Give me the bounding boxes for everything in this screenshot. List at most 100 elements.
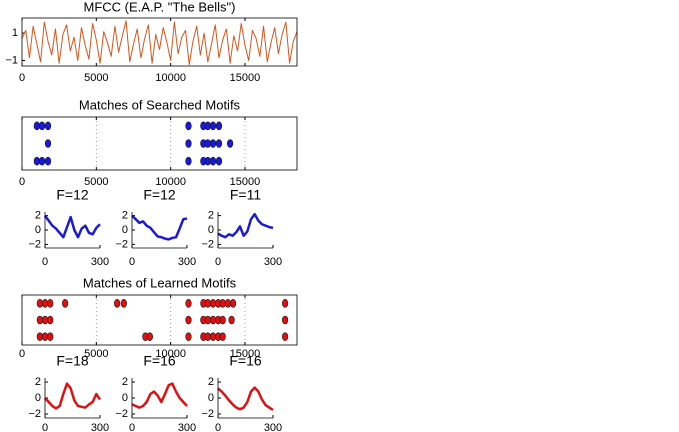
y-tick-label: 2 [35,210,41,222]
point [204,315,211,325]
point [219,299,226,308]
chart-title: F=12 [143,187,176,203]
x-tick-label: 0 [19,348,25,360]
y-tick-label: −2 [115,238,128,250]
chart-title: F=16 [229,353,262,369]
x-tick-label: 0 [215,422,221,432]
x-tick-label: 5000 [84,72,108,84]
line [43,214,101,239]
x-tick-label: 0 [42,422,48,432]
y-tick-label: 1 [12,27,18,39]
point [204,332,211,341]
y-tick-label: 0 [208,224,214,236]
point [47,315,54,325]
x-tick-label: 0 [129,256,135,268]
chart-title: MFCC (E.A.P. "The Bells") [83,0,235,14]
x-tick-label: 300 [264,422,282,432]
point [185,156,192,166]
point [209,121,217,131]
point [228,315,235,325]
y-tick-label: −2 [28,238,41,250]
point [33,121,40,131]
point [44,156,52,166]
point [282,315,289,325]
x-tick-label: 5000 [84,176,108,188]
y-tick-label: 2 [122,376,128,388]
point [209,139,217,148]
point [41,299,49,308]
point [185,299,192,308]
point [185,121,192,131]
y-tick-label: −2 [201,408,214,420]
y-tick-label: 2 [35,376,41,388]
chart-title: F=12 [56,187,89,203]
plot-frame [21,116,298,171]
x-tick-label: 300 [178,256,196,268]
point [215,121,223,131]
chart-title: Matches of Learned Motifs [83,275,237,290]
point [41,315,49,325]
point [204,156,211,166]
y-tick-label: −2 [115,408,128,420]
point [219,315,226,325]
plot-frame [21,17,298,67]
chart-title: Matches of Searched Motifs [79,97,241,112]
x-tick-label: 0 [19,72,25,84]
point [47,299,54,308]
point [114,299,121,308]
point [33,156,40,166]
x-tick-label: 15000 [230,176,261,188]
point [185,332,192,341]
y-tick-label: 2 [208,210,214,222]
point [120,299,127,308]
point [38,121,46,131]
x-tick-label: 0 [19,176,25,188]
x-tick-label: 10000 [155,176,186,188]
y-tick-label: 0 [122,392,128,404]
point [204,299,211,308]
x-tick-label: 15000 [230,72,261,84]
point [38,156,46,166]
y-tick-label: 0 [208,392,214,404]
point [282,299,289,308]
line [217,386,274,412]
point [209,299,217,308]
point [224,299,231,308]
chart-title: F=18 [56,353,89,369]
point [36,299,43,308]
y-tick-label: −1 [5,54,18,66]
point [209,156,217,166]
point [36,332,43,341]
point [185,315,192,325]
point [209,315,217,325]
chart-title: F=16 [143,353,176,369]
line [217,212,274,239]
point [215,139,223,148]
x-tick-label: 15000 [230,348,261,360]
line [21,20,298,66]
point [146,332,153,341]
line [44,382,102,410]
x-tick-label: 300 [178,422,196,432]
point [44,139,52,148]
line [131,214,188,241]
y-tick-label: 0 [122,224,128,236]
point [36,315,43,325]
point [229,299,237,308]
point [62,299,69,308]
x-tick-label: 0 [42,256,48,268]
point [282,332,289,341]
point [209,332,217,341]
x-tick-label: 5000 [84,348,108,360]
x-tick-label: 0 [129,422,135,432]
y-tick-label: −2 [28,408,41,420]
y-tick-label: 0 [35,224,41,236]
x-tick-label: 300 [91,422,109,432]
point [227,139,234,148]
y-tick-label: 2 [122,210,128,222]
point [41,332,49,341]
y-tick-label: −2 [201,238,214,250]
plot-frame [21,294,298,346]
